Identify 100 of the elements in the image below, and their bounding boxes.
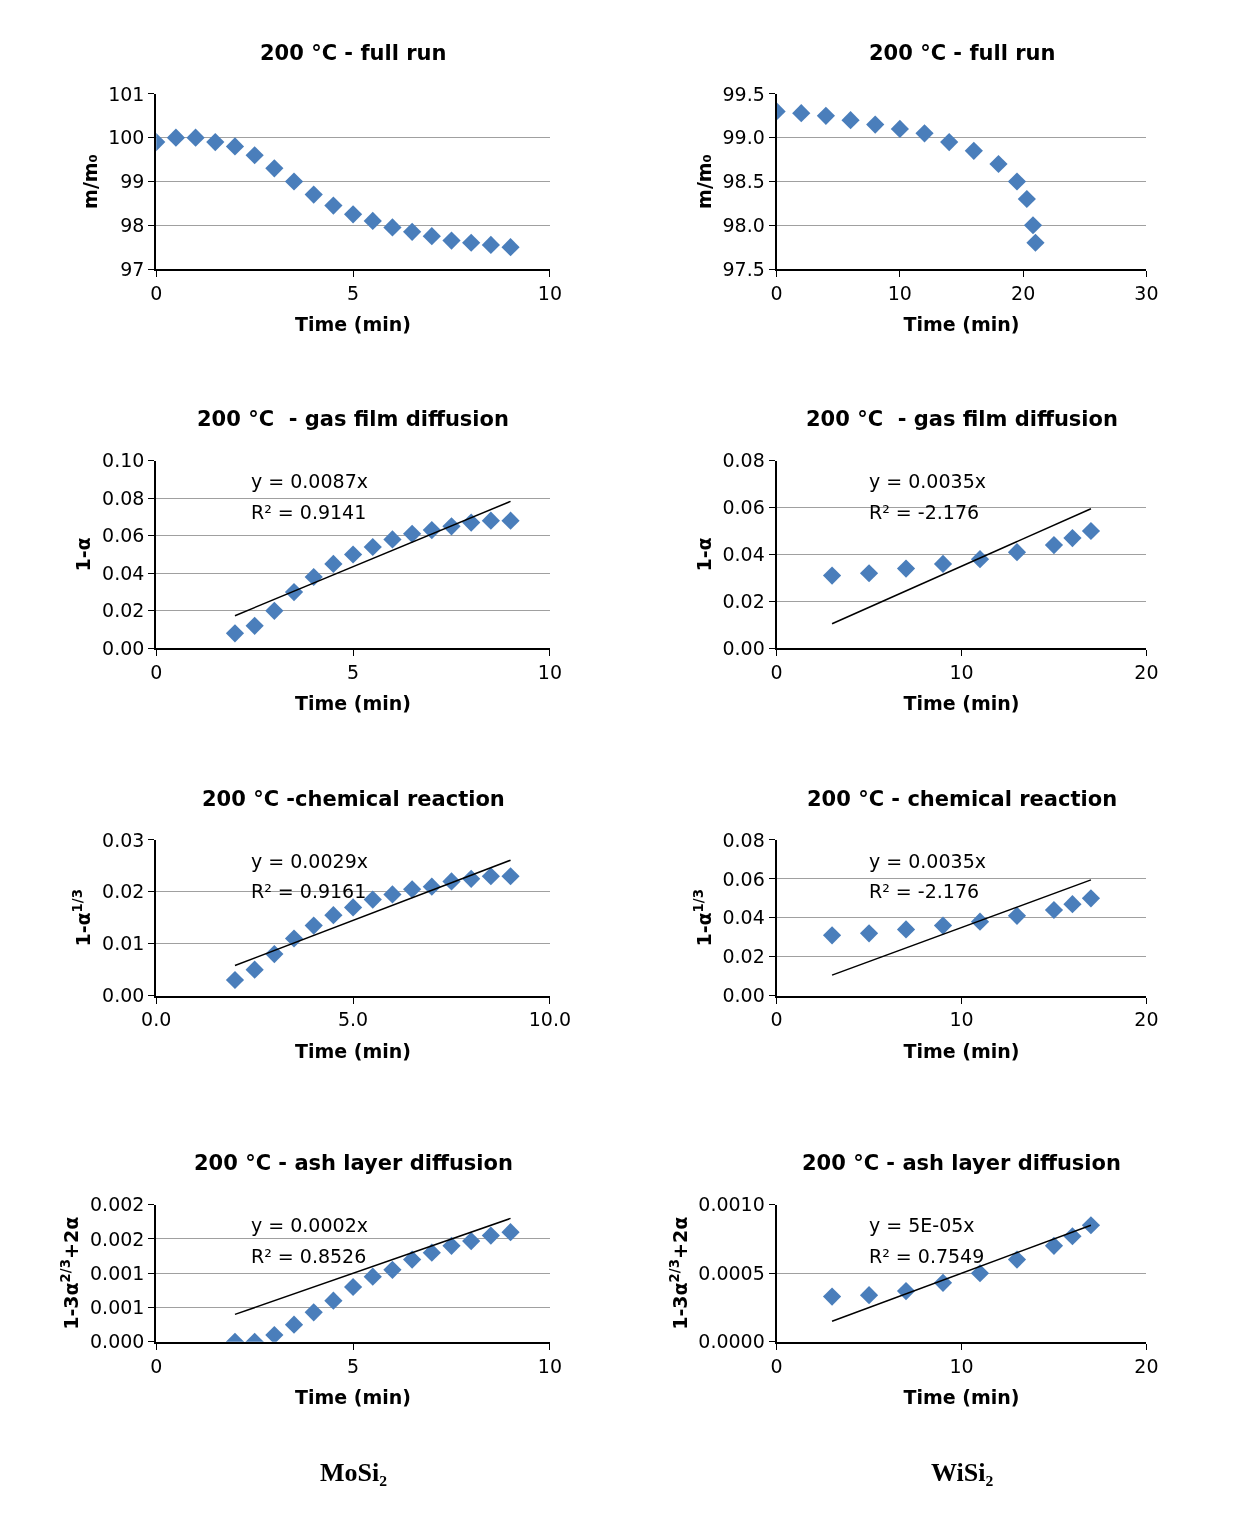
point bbox=[225, 624, 245, 643]
point bbox=[866, 115, 885, 134]
x-tick-label: 0.0 bbox=[141, 1008, 172, 1031]
point bbox=[933, 554, 953, 573]
point bbox=[206, 133, 225, 152]
point bbox=[1007, 906, 1027, 925]
point bbox=[363, 537, 382, 557]
chart-title: 200 °C - full run bbox=[260, 41, 447, 65]
y-tick-label: 0.0000 bbox=[698, 1330, 765, 1353]
point bbox=[245, 146, 264, 165]
point bbox=[792, 104, 811, 123]
point bbox=[1007, 172, 1027, 191]
y-tick-label: 98.5 bbox=[722, 170, 765, 193]
point bbox=[970, 1264, 990, 1283]
point bbox=[304, 916, 323, 935]
point bbox=[186, 128, 205, 147]
point bbox=[501, 867, 520, 886]
point bbox=[225, 970, 245, 990]
y-tick-label: 0.00 bbox=[722, 637, 765, 659]
y-axis-title: 1-α bbox=[72, 537, 95, 572]
point bbox=[324, 906, 343, 925]
x-axis-title: Time (min) bbox=[903, 1039, 1020, 1062]
point bbox=[841, 111, 860, 130]
y-tick-label: 0.02 bbox=[102, 599, 145, 622]
point bbox=[245, 616, 264, 635]
point bbox=[1081, 521, 1101, 541]
y-tick-label: 0.06 bbox=[102, 524, 145, 547]
point bbox=[304, 185, 323, 204]
point bbox=[166, 128, 186, 147]
x-tick-label: 5.0 bbox=[337, 1008, 369, 1031]
point bbox=[343, 545, 363, 564]
point bbox=[343, 898, 363, 917]
y-tick-label: 0.0005 bbox=[698, 1261, 765, 1284]
point bbox=[462, 233, 481, 252]
point bbox=[1081, 1216, 1101, 1235]
x-tick-label: 0 bbox=[770, 1354, 783, 1377]
y-tick-label: 0.001 bbox=[90, 1296, 145, 1319]
point bbox=[284, 172, 304, 191]
point bbox=[859, 1286, 879, 1305]
y-tick-label: 0.06 bbox=[722, 496, 765, 519]
x-tick-label: 10 bbox=[949, 661, 974, 684]
point bbox=[859, 564, 879, 583]
point bbox=[442, 231, 461, 250]
point bbox=[1044, 536, 1064, 555]
x-axis-title: Time (min) bbox=[903, 313, 1020, 336]
annotation: y = 0.0035x bbox=[869, 850, 986, 872]
point bbox=[324, 554, 343, 573]
y-tick-label: 0.001 bbox=[90, 1261, 145, 1284]
x-tick-label: 10 bbox=[887, 281, 912, 304]
point bbox=[462, 1231, 481, 1251]
point bbox=[383, 1260, 402, 1279]
point bbox=[859, 924, 879, 943]
y-tick-label: 97 bbox=[120, 257, 145, 280]
y-tick-label: 0.002 bbox=[90, 1227, 145, 1250]
y-tick-label: 0.00 bbox=[102, 637, 145, 659]
annotation: y = 0.0002x bbox=[251, 1214, 368, 1236]
chart-title: 200 °C - full run bbox=[869, 41, 1056, 65]
point bbox=[383, 885, 402, 904]
point bbox=[896, 920, 916, 939]
x-tick-label: 0 bbox=[770, 1008, 783, 1031]
point bbox=[501, 1223, 520, 1242]
x-tick-label: 10.0 bbox=[528, 1008, 572, 1031]
point bbox=[403, 222, 422, 241]
annotation: R² = -2.176 bbox=[869, 880, 980, 902]
x-tick-label: 20 bbox=[1134, 1008, 1159, 1031]
point bbox=[403, 880, 422, 899]
point bbox=[940, 133, 959, 152]
x-tick-label: 0 bbox=[770, 281, 783, 304]
x-tick-label: 10 bbox=[949, 1354, 974, 1377]
x-tick-label: 5 bbox=[347, 1354, 360, 1377]
y-tick-label: 0.04 bbox=[102, 561, 145, 584]
point bbox=[964, 141, 983, 160]
point bbox=[403, 1250, 422, 1269]
y-tick-label: 0.000 bbox=[90, 1330, 145, 1353]
point bbox=[1026, 233, 1045, 252]
text: MoSi₂ bbox=[320, 1458, 388, 1487]
y-tick-label: 0.01 bbox=[102, 932, 145, 955]
point bbox=[822, 566, 842, 585]
annotation: y = 0.0035x bbox=[869, 470, 986, 492]
y-tick-label: 97.5 bbox=[722, 257, 765, 280]
y-tick-label: 99.0 bbox=[722, 126, 765, 149]
x-tick-label: 10 bbox=[537, 661, 563, 684]
x-tick-label: 5 bbox=[347, 281, 360, 304]
x-axis-title: Time (min) bbox=[295, 1039, 412, 1062]
point bbox=[324, 1291, 343, 1310]
point bbox=[442, 1236, 461, 1255]
chart-title: 200 °C - ash layer diffusion bbox=[802, 1151, 1121, 1175]
x-tick-label: 20 bbox=[1134, 1354, 1159, 1377]
x-tick-label: 20 bbox=[1134, 661, 1159, 684]
x-tick-label: 10 bbox=[537, 1354, 563, 1377]
chart-title: 200 °C - ash layer diffusion bbox=[194, 1151, 513, 1175]
point bbox=[343, 205, 363, 224]
y-tick-label: 0.10 bbox=[102, 449, 145, 472]
point bbox=[304, 1303, 323, 1322]
point bbox=[363, 1267, 382, 1286]
y-axis-title: m/m₀ bbox=[692, 154, 715, 209]
annotation: R² = 0.9161 bbox=[251, 880, 367, 902]
point bbox=[1081, 889, 1101, 908]
point bbox=[1017, 189, 1036, 209]
point bbox=[284, 1315, 304, 1334]
